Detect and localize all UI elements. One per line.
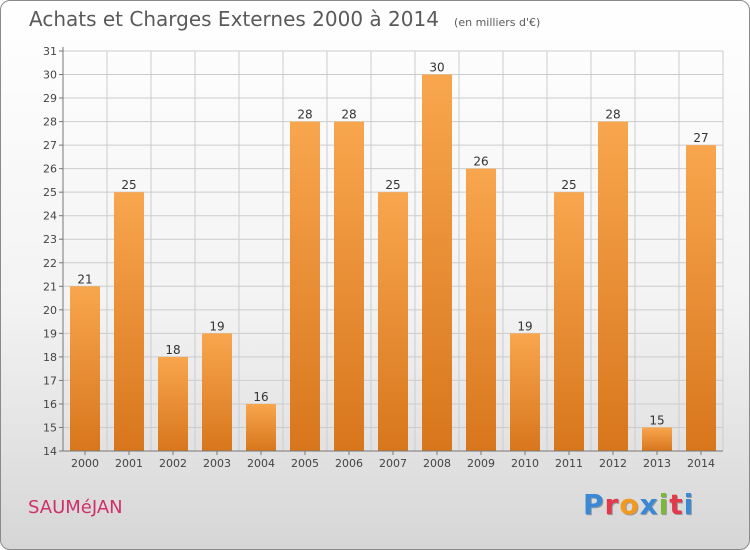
bar-2001	[114, 192, 144, 452]
bar-value-label: 18	[165, 343, 180, 357]
y-tick-label: 14	[43, 445, 57, 458]
title-row: Achats et Charges Externes 2000 à 2014 (…	[29, 7, 540, 31]
bar-2006	[334, 121, 364, 452]
y-tick-label: 26	[43, 163, 57, 176]
bar-2005	[290, 121, 320, 452]
bar-value-label: 16	[253, 390, 268, 404]
bar-value-label: 15	[649, 413, 664, 427]
logo-letter: i	[658, 488, 670, 521]
x-tick-label: 2004	[247, 457, 275, 470]
x-tick-label: 2000	[71, 457, 99, 470]
bar-2011	[554, 192, 584, 452]
bar-2008	[422, 74, 452, 451]
y-tick-label: 15	[43, 421, 57, 434]
bar-value-label: 19	[517, 319, 532, 333]
y-tick-label: 21	[43, 280, 57, 293]
bar-2003	[202, 333, 232, 451]
bar-value-label: 25	[121, 178, 136, 192]
bar-value-label: 19	[209, 319, 224, 333]
logo-letter: x	[639, 488, 659, 521]
commune-name: SAUMéJAN	[28, 497, 123, 518]
bar-2014	[686, 145, 716, 451]
x-tick-label: 2008	[423, 457, 451, 470]
y-tick-label: 18	[43, 351, 57, 364]
y-tick-label: 23	[43, 233, 57, 246]
logo-letter: P	[583, 488, 605, 521]
y-tick-label: 19	[43, 327, 57, 340]
chart-subtitle: (en milliers d'€)	[454, 16, 541, 29]
x-tick-label: 2014	[687, 457, 715, 470]
x-tick-label: 2007	[379, 457, 407, 470]
y-tick-label: 30	[43, 69, 57, 82]
bar-value-label: 21	[77, 272, 92, 286]
proxiti-logo: Proxiti	[583, 488, 694, 521]
y-tick-label: 22	[43, 257, 57, 270]
logo-letter: t	[669, 488, 684, 521]
bar-2004	[246, 403, 276, 451]
x-tick-label: 2001	[115, 457, 143, 470]
bar-value-label: 25	[385, 178, 400, 192]
bar-2013	[642, 427, 672, 451]
y-tick-label: 31	[43, 45, 57, 58]
y-tick-label: 20	[43, 304, 57, 317]
bar-value-label: 28	[605, 108, 620, 122]
bar-value-label: 30	[429, 61, 444, 75]
x-tick-label: 2011	[555, 457, 583, 470]
y-tick-label: 17	[43, 374, 57, 387]
logo-letter: i	[683, 488, 695, 521]
x-tick-label: 2003	[203, 457, 231, 470]
bar-value-label: 27	[693, 131, 708, 145]
y-tick-label: 25	[43, 186, 57, 199]
x-tick-label: 2010	[511, 457, 539, 470]
bar-value-label: 28	[297, 108, 312, 122]
x-tick-label: 2009	[467, 457, 495, 470]
x-tick-label: 2005	[291, 457, 319, 470]
logo-letter: o	[619, 488, 640, 521]
chart-title: Achats et Charges Externes 2000 à 2014	[29, 7, 439, 31]
bar-value-label: 25	[561, 178, 576, 192]
y-tick-label: 28	[43, 116, 57, 129]
bar-2002	[158, 356, 188, 451]
bar-2000	[70, 286, 100, 451]
bar-2007	[378, 192, 408, 452]
y-tick-label: 24	[43, 210, 57, 223]
x-tick-label: 2012	[599, 457, 627, 470]
bar-2012	[598, 121, 628, 452]
x-tick-label: 2013	[643, 457, 671, 470]
bar-value-label: 26	[473, 155, 488, 169]
logo-letter: r	[604, 488, 620, 521]
y-tick-label: 29	[43, 92, 57, 105]
bar-2009	[466, 168, 496, 451]
bar-value-label: 28	[341, 108, 356, 122]
x-tick-label: 2006	[335, 457, 363, 470]
y-tick-label: 27	[43, 139, 57, 152]
bar-2010	[510, 333, 540, 451]
x-tick-label: 2002	[159, 457, 187, 470]
y-tick-label: 16	[43, 398, 57, 411]
